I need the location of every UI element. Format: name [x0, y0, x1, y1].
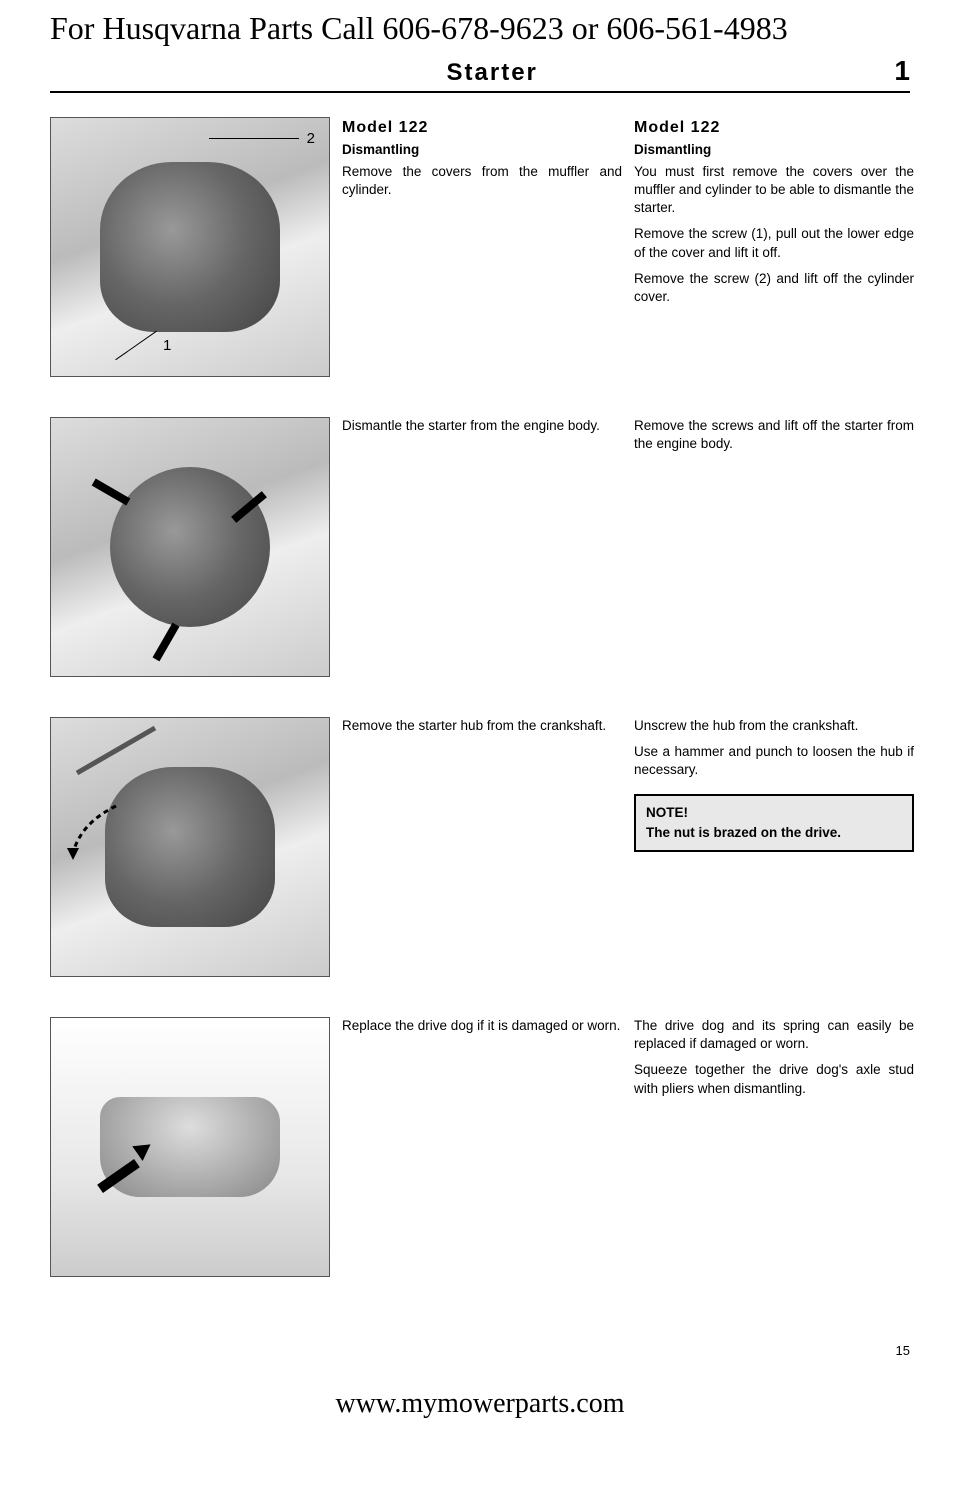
- callout-label: 2: [307, 130, 315, 147]
- paragraph: You must first remove the covers over th…: [634, 163, 914, 218]
- paragraph: Unscrew the hub from the crankshaft.: [634, 717, 914, 735]
- text-column-left: Replace the drive dog if it is damaged o…: [342, 1017, 622, 1277]
- paragraph: The drive dog and its spring can easily …: [634, 1017, 914, 1053]
- note-head: NOTE!: [646, 804, 902, 822]
- figure-image-1: 2 1: [50, 117, 330, 377]
- top-header-text: For Husqvarna Parts Call 606-678-9623 or…: [50, 10, 910, 47]
- section-title: Starter: [50, 59, 894, 87]
- block-subtitle: Dismantling: [634, 141, 914, 159]
- text-column-left: Remove the starter hub from the cranksha…: [342, 717, 622, 977]
- content-row-1: 2 1 Model 122 Dismantling Remove the cov…: [50, 117, 910, 377]
- content-row-2: Dismantle the starter from the engine bo…: [50, 417, 910, 677]
- note-body: The nut is brazed on the drive.: [646, 824, 902, 842]
- text-column-right: Unscrew the hub from the crankshaft. Use…: [634, 717, 914, 977]
- paragraph: Replace the drive dog if it is damaged o…: [342, 1017, 622, 1035]
- chapter-number: 1: [894, 55, 910, 87]
- figure-image-2: [50, 417, 330, 677]
- title-row: Starter 1: [50, 55, 910, 93]
- page-number: 15: [0, 1343, 960, 1358]
- block-title: Model 122: [342, 117, 622, 139]
- paragraph: Remove the screw (1), pull out the lower…: [634, 225, 914, 261]
- paragraph: Remove the screws and lift off the start…: [634, 417, 914, 453]
- paragraph: Remove the starter hub from the cranksha…: [342, 717, 622, 735]
- figure-image-4: [50, 1017, 330, 1277]
- text-column-left: Model 122 Dismantling Remove the covers …: [342, 117, 622, 377]
- block-subtitle: Dismantling: [342, 141, 622, 159]
- text-column-left: Dismantle the starter from the engine bo…: [342, 417, 622, 677]
- content-row-4: Replace the drive dog if it is damaged o…: [50, 1017, 910, 1277]
- paragraph: Dismantle the starter from the engine bo…: [342, 417, 622, 435]
- text-column-right: Model 122 Dismantling You must first rem…: [634, 117, 914, 377]
- figure-image-3: [50, 717, 330, 977]
- callout-label: 1: [163, 337, 171, 354]
- text-column-right: The drive dog and its spring can easily …: [634, 1017, 914, 1277]
- content-row-3: Remove the starter hub from the cranksha…: [50, 717, 910, 977]
- text-column-right: Remove the screws and lift off the start…: [634, 417, 914, 677]
- paragraph: Use a hammer and punch to loosen the hub…: [634, 743, 914, 779]
- paragraph: Remove the screw (2) and lift off the cy…: [634, 270, 914, 306]
- dashed-arrow-icon: [61, 798, 131, 868]
- paragraph: Remove the covers from the muffler and c…: [342, 163, 622, 199]
- note-box: NOTE! The nut is brazed on the drive.: [634, 794, 914, 852]
- paragraph: Squeeze together the drive dog's axle st…: [634, 1061, 914, 1097]
- footer-url: www.mymowerparts.com: [0, 1388, 960, 1420]
- block-title: Model 122: [634, 117, 914, 139]
